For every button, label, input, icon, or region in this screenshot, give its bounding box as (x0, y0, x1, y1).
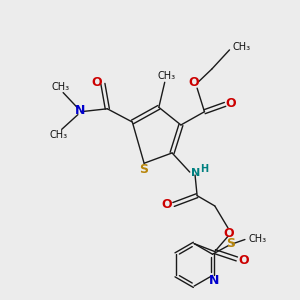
Text: O: O (91, 76, 102, 89)
Text: CH₃: CH₃ (50, 130, 68, 140)
Text: N: N (209, 274, 219, 287)
Text: H: H (200, 164, 208, 174)
Text: O: O (226, 97, 236, 110)
Text: O: O (224, 227, 234, 240)
Text: O: O (189, 76, 200, 89)
Text: CH₃: CH₃ (51, 82, 69, 92)
Text: O: O (238, 254, 249, 267)
Text: S: S (140, 163, 148, 176)
Text: N: N (75, 104, 86, 117)
Text: N: N (191, 168, 200, 178)
Text: S: S (226, 237, 235, 250)
Text: CH₃: CH₃ (157, 71, 175, 81)
Text: CH₃: CH₃ (232, 42, 250, 52)
Text: O: O (162, 198, 172, 211)
Text: CH₃: CH₃ (248, 234, 267, 244)
